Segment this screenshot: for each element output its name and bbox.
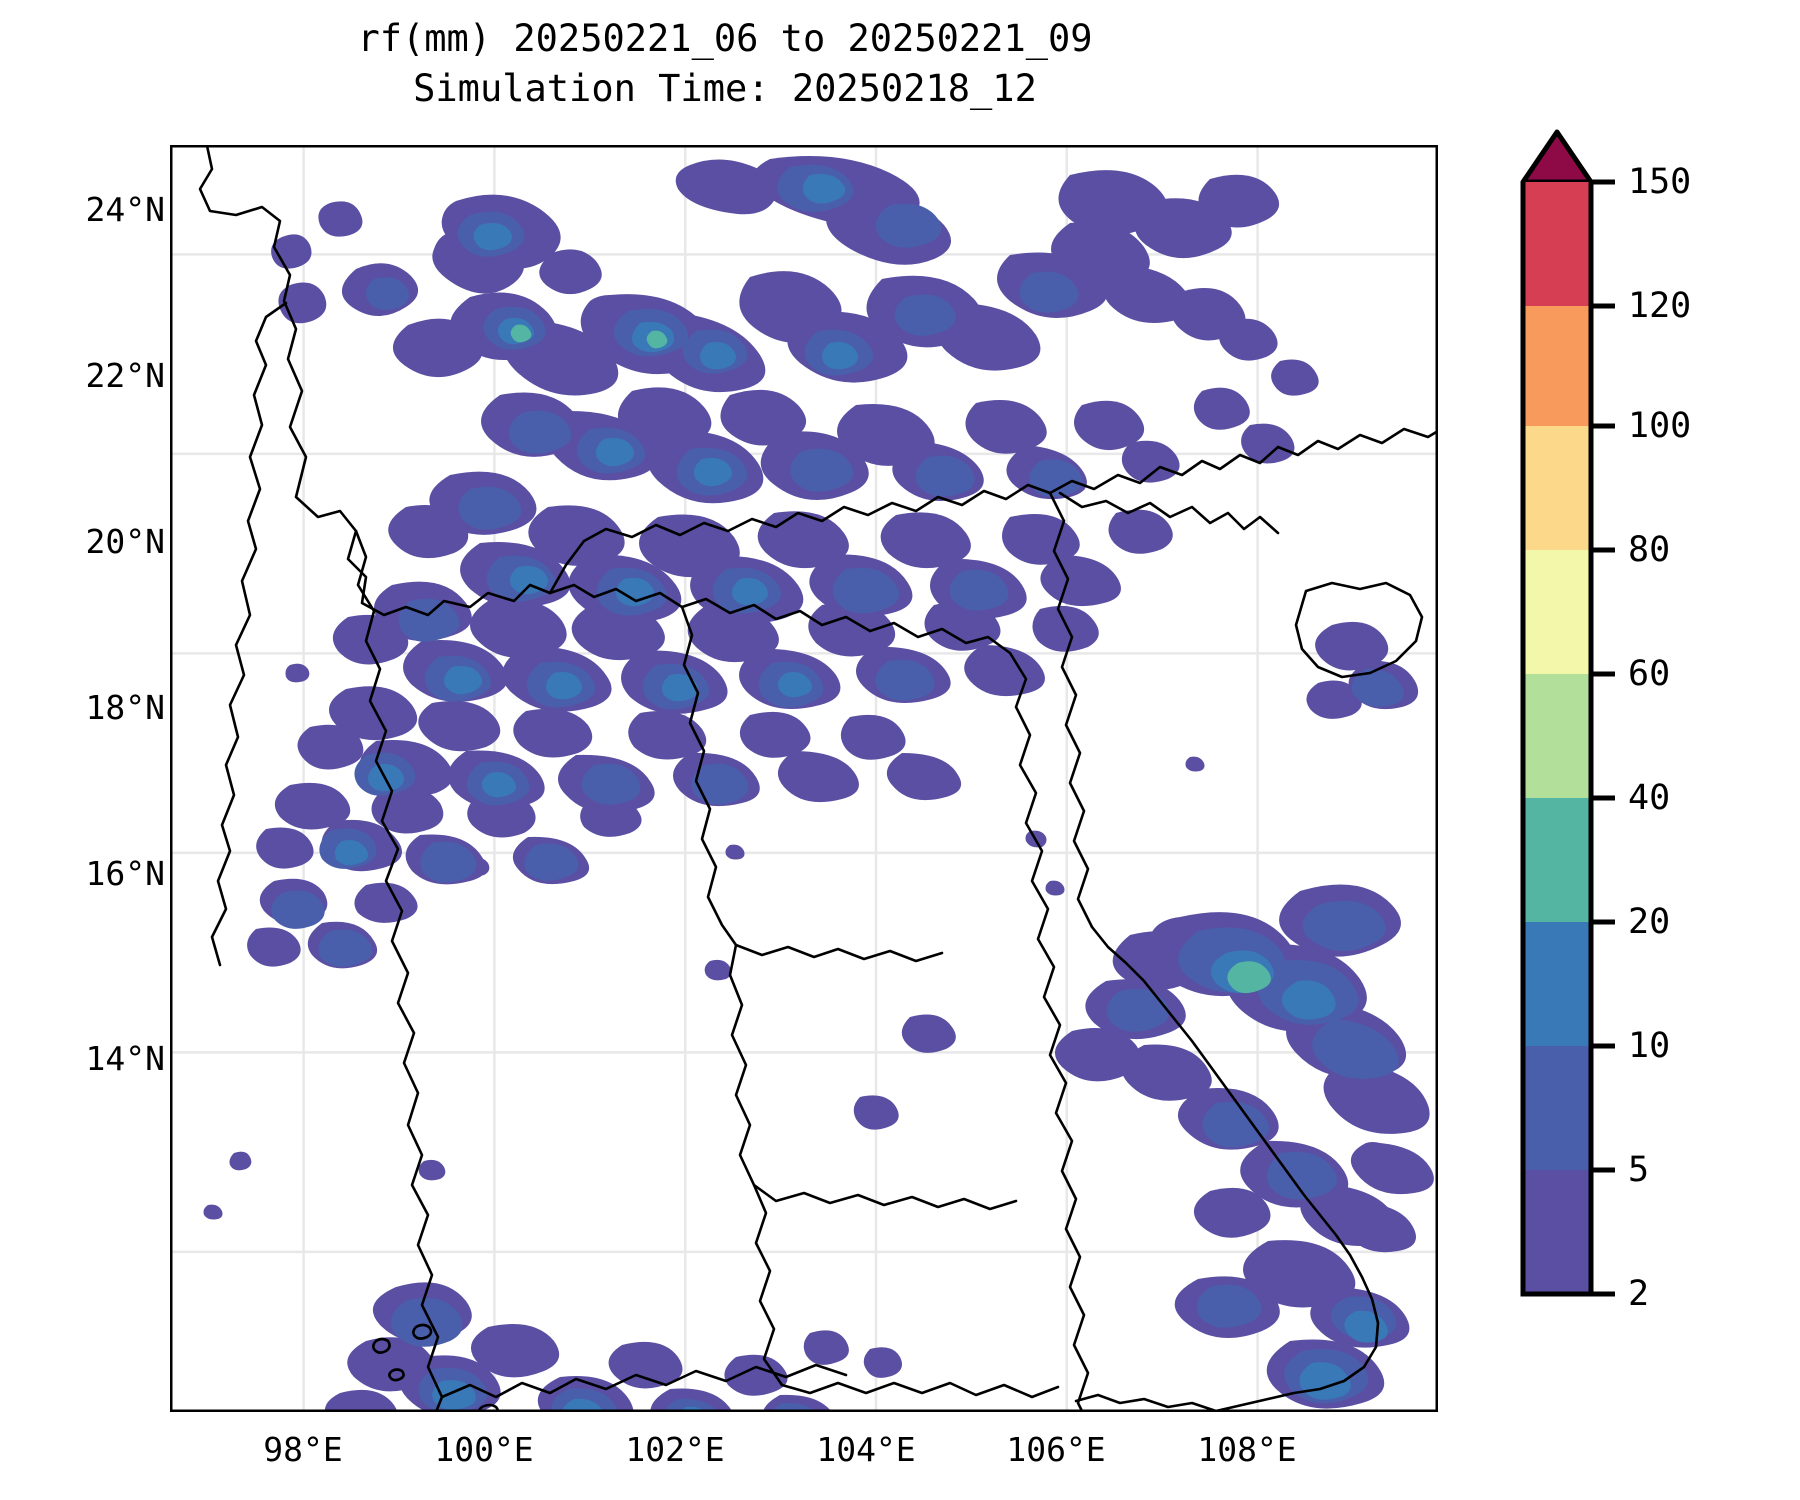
title-line-1: rf(mm) 20250221_06 to 20250221_09 bbox=[357, 17, 1093, 60]
colorbar-outline bbox=[1520, 182, 1594, 1297]
colorbar-label-10: 10 bbox=[1628, 1026, 1671, 1066]
figure-title: rf(mm) 20250221_06 to 20250221_09 Simula… bbox=[0, 14, 1450, 114]
colorbar-label-120: 120 bbox=[1628, 286, 1692, 326]
colorbar-ticks bbox=[1591, 179, 1615, 1297]
colorbar[interactable] bbox=[1510, 120, 1630, 1430]
x-tick-104E: 104°E bbox=[816, 1430, 916, 1469]
x-tick-106E: 106°E bbox=[1006, 1430, 1106, 1469]
colorbar-label-150: 150 bbox=[1628, 162, 1692, 202]
colorbar-label-5: 5 bbox=[1628, 1150, 1650, 1190]
x-tick-102E: 102°E bbox=[625, 1430, 725, 1469]
country-borders bbox=[198, 145, 1438, 1412]
title-line-2: Simulation Time: 20250218_12 bbox=[413, 67, 1037, 110]
colorbar-label-100: 100 bbox=[1628, 406, 1692, 446]
y-tick-18N: 18°N bbox=[85, 688, 165, 727]
y-tick-20N: 20°N bbox=[85, 522, 165, 561]
x-tick-98E: 98°E bbox=[263, 1430, 343, 1469]
y-tick-24N: 24°N bbox=[85, 190, 165, 229]
colorbar-label-80: 80 bbox=[1628, 530, 1671, 570]
colorbar-label-20: 20 bbox=[1628, 902, 1671, 942]
y-tick-16N: 16°N bbox=[85, 854, 165, 893]
y-tick-14N: 14°N bbox=[85, 1039, 165, 1078]
colorbar-label-60: 60 bbox=[1628, 654, 1671, 694]
colorbar-label-40: 40 bbox=[1628, 778, 1671, 818]
y-tick-22N: 22°N bbox=[85, 356, 165, 395]
colorbar-label-2: 2 bbox=[1628, 1274, 1650, 1314]
x-tick-100E: 100°E bbox=[434, 1430, 534, 1469]
precipitation-map bbox=[170, 145, 1438, 1412]
colorbar-extend-arrow bbox=[1520, 129, 1594, 185]
colorbar-bands bbox=[1523, 182, 1591, 1294]
x-tick-108E: 108°E bbox=[1197, 1430, 1297, 1469]
